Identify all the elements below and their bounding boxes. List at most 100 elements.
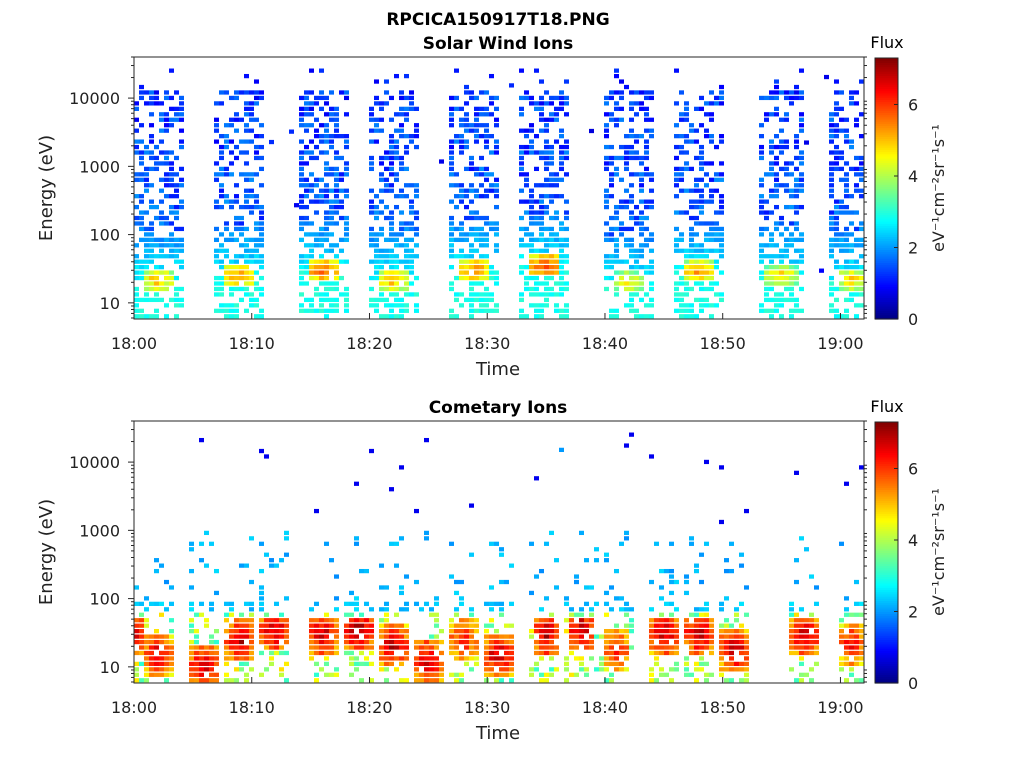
spectrogram-cell: [834, 134, 839, 139]
spectrogram-cell: [704, 172, 709, 177]
spectrogram-cell: [464, 265, 469, 270]
spectrogram-cell: [709, 650, 714, 656]
colorbar-segment: [875, 277, 898, 281]
spectrogram-cell: [799, 95, 804, 101]
spectrogram-cell: [229, 623, 234, 628]
spectrogram-cell: [479, 226, 484, 232]
spectrogram-cell: [229, 123, 234, 128]
spectrogram-cell: [684, 106, 689, 111]
spectrogram-cell: [664, 623, 669, 628]
spectrogram-cell: [639, 297, 644, 303]
spectrogram-cell: [534, 150, 539, 155]
colorbar-segment: [875, 467, 898, 471]
spectrogram-cell: [779, 270, 784, 275]
spectrogram-cell: [334, 183, 339, 188]
spectrogram-cell: [159, 139, 164, 144]
spectrogram-cell: [719, 607, 724, 612]
spectrogram-cell: [634, 215, 639, 221]
spectrogram-cell: [624, 161, 629, 166]
spectrogram-cell: [259, 607, 264, 612]
spectrogram-cell: [309, 629, 314, 634]
spectrogram-cell: [529, 270, 534, 275]
spectrogram-cell: [269, 558, 274, 563]
spectrogram-cell: [694, 139, 699, 144]
spectrogram-cell: [154, 95, 159, 101]
spectrogram-cell: [614, 117, 619, 122]
spectrogram-cell: [459, 270, 464, 275]
spectrogram-cell: [284, 536, 289, 541]
spectrogram-cell: [739, 639, 744, 645]
spectrogram-cell: [699, 639, 704, 645]
spectrogram-cell: [774, 183, 779, 188]
spectrogram-cell: [329, 221, 334, 226]
spectrogram-cell: [799, 629, 804, 634]
spectrogram-cell: [709, 199, 714, 204]
spectrogram-cell: [254, 259, 259, 264]
spectrogram-cell: [224, 194, 229, 199]
spectrogram-cell: [704, 265, 709, 270]
spectrogram-cell: [844, 243, 849, 248]
spectrogram-cell: [759, 199, 764, 204]
spectrogram-cell: [304, 101, 309, 106]
spectrogram-cell: [494, 601, 499, 606]
spectrogram-cell: [179, 248, 184, 253]
colorbar-segment: [875, 158, 898, 161]
spectrogram-cell: [709, 101, 714, 106]
spectrogram-cell: [394, 667, 399, 672]
spectrogram-cell: [339, 259, 344, 264]
colorbar-segment: [875, 461, 898, 464]
spectrogram-cell: [469, 265, 474, 270]
spectrogram-cell: [784, 275, 789, 281]
spectrogram-cell: [324, 183, 329, 188]
spectrogram-cell: [399, 270, 404, 275]
spectrogram-cell: [344, 166, 349, 172]
spectrogram-cell: [239, 243, 244, 248]
spectrogram-cell: [304, 297, 309, 303]
spectrogram-cell: [704, 259, 709, 264]
spectrogram-cell: [314, 183, 319, 188]
spectrogram-cell: [394, 656, 399, 661]
spectrogram-cell: [234, 90, 239, 95]
colorbar-segment: [875, 62, 898, 66]
spectrogram-cell: [734, 618, 739, 623]
spectrogram-cell: [324, 292, 329, 297]
spectrogram-cell: [744, 645, 749, 650]
spectrogram-cell: [394, 634, 399, 639]
spectrogram-cell: [149, 259, 154, 264]
spectrogram-cell: [374, 215, 379, 221]
spectrogram-cell: [649, 177, 654, 182]
spectrogram-cell: [249, 656, 254, 661]
spectrogram-cell: [829, 183, 834, 188]
spectrogram-cell: [549, 95, 554, 101]
spectrogram-cell: [134, 678, 139, 683]
spectrogram-cell: [699, 303, 704, 308]
spectrogram-cell: [789, 634, 794, 639]
spectrogram-cell: [844, 650, 849, 656]
spectrogram-cell: [394, 303, 399, 308]
spectrogram-cell: [729, 629, 734, 634]
spectrogram-cell: [319, 634, 324, 639]
spectrogram-cell: [299, 226, 304, 232]
spectrogram-cell: [564, 95, 569, 101]
spectrogram-cell: [134, 667, 139, 672]
spectrogram-cell: [439, 629, 444, 634]
spectrogram-cell: [464, 90, 469, 95]
spectrogram-cell: [674, 183, 679, 188]
spectrogram-cell: [339, 177, 344, 182]
spectrogram-cell: [534, 661, 539, 667]
spectrogram-cell: [649, 270, 654, 275]
spectrogram-cell: [134, 106, 139, 111]
spectrogram-cell: [319, 667, 324, 672]
spectrogram-cell: [629, 607, 634, 612]
spectrogram-cell: [849, 243, 854, 248]
spectrogram-cell: [229, 629, 234, 634]
spectrogram-cell: [189, 547, 194, 552]
spectrogram-cell: [614, 243, 619, 248]
spectrogram-cell: [484, 106, 489, 111]
spectrogram-cell: [449, 650, 454, 656]
spectrogram-cell: [469, 199, 474, 204]
spectrogram-cell: [649, 314, 654, 319]
spectrogram-cell: [134, 629, 139, 634]
spectrogram-cell: [369, 448, 374, 454]
spectrogram-cell: [559, 248, 564, 253]
